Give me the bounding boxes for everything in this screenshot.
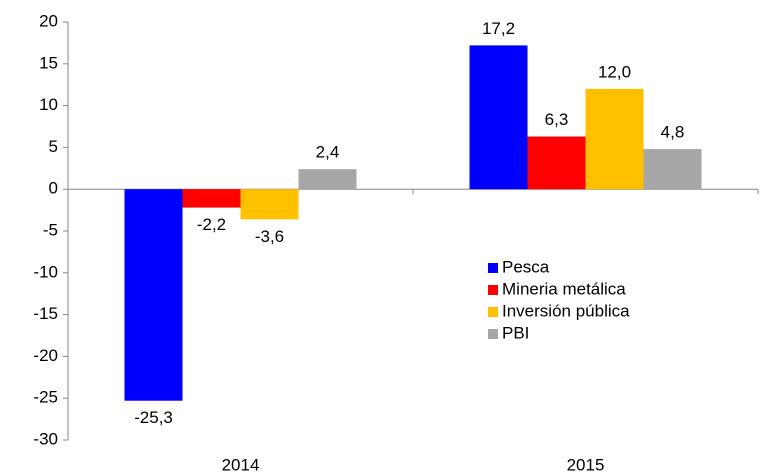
- bar: [585, 88, 644, 190]
- bar: [124, 189, 183, 401]
- y-tick-label: -20: [33, 346, 58, 365]
- value-label: 17,2: [482, 19, 515, 38]
- value-label: 2,4: [316, 143, 340, 162]
- legend-swatch: [488, 307, 498, 317]
- legend-label: PBI: [502, 323, 529, 342]
- y-tick-label: 10: [39, 95, 58, 114]
- y-tick-label: -5: [43, 220, 58, 239]
- value-label: -25,3: [134, 408, 173, 427]
- bar: [182, 189, 241, 208]
- y-tick-label: 0: [49, 179, 58, 198]
- legend-swatch: [488, 285, 498, 295]
- x-tick-label: 2015: [567, 455, 605, 474]
- legend-swatch: [488, 263, 498, 273]
- y-tick-label: -25: [33, 388, 58, 407]
- bar: [527, 136, 586, 190]
- value-label: 6,3: [545, 110, 569, 129]
- bar: [240, 189, 299, 220]
- y-tick-label: 15: [39, 53, 58, 72]
- legend-label: Inversión pública: [502, 301, 630, 320]
- bar: [469, 45, 528, 190]
- value-label: 12,0: [598, 62, 631, 81]
- y-tick-label: -15: [33, 304, 58, 323]
- y-tick-label: 5: [49, 137, 58, 156]
- legend-label: Pesca: [502, 257, 550, 276]
- y-tick-label: 20: [39, 11, 58, 30]
- legend-label: Mineria metálica: [502, 279, 626, 298]
- bar: [643, 149, 702, 190]
- y-tick-label: -10: [33, 262, 58, 281]
- value-label: -2,2: [197, 215, 226, 234]
- y-tick-label: -30: [33, 429, 58, 448]
- bar: [298, 169, 357, 190]
- value-label: 4,8: [661, 123, 685, 142]
- value-label: -3,6: [255, 227, 284, 246]
- legend-swatch: [488, 329, 498, 339]
- x-tick-label: 2014: [222, 455, 260, 474]
